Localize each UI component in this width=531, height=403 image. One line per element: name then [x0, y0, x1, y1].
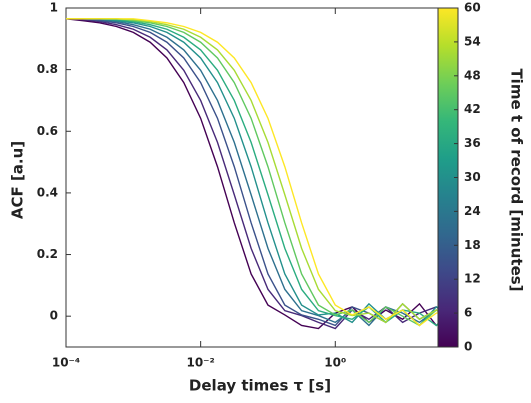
- acf-curve: [66, 18, 454, 327]
- colorbar-tick-label: 18: [464, 238, 481, 252]
- colorbar-label: Time t of record [minutes]: [508, 68, 526, 291]
- acf-curve: [66, 18, 454, 324]
- colorbar-tick-label: 42: [464, 102, 481, 116]
- acf-curve: [66, 18, 454, 327]
- y-tick-label: 0: [50, 309, 58, 323]
- colorbar-tick-label: 30: [464, 170, 481, 184]
- x-tick-label: 10⁻²: [186, 356, 214, 370]
- colorbar-tick-label: 0: [464, 340, 472, 354]
- acf-curve: [66, 18, 454, 330]
- y-tick-label: 1: [50, 1, 58, 15]
- colorbar-tick-label: 54: [464, 34, 481, 48]
- x-tick-label: 10⁰: [324, 356, 346, 370]
- y-axis-label: ACF [a.u]: [9, 141, 27, 219]
- acf-curve: [66, 18, 454, 330]
- colorbar-tick-label: 12: [464, 272, 481, 286]
- y-tick-label: 0.8: [37, 62, 58, 76]
- x-axis-label: Delay times τ [s]: [189, 377, 331, 395]
- colorbar-tick-label: 36: [464, 136, 481, 150]
- colorbar-tick-label: 48: [464, 68, 481, 82]
- acf-curve: [66, 18, 454, 327]
- plot-frame: [65, 7, 456, 348]
- colorbar-tick-label: 24: [464, 204, 481, 218]
- y-tick-label: 0.4: [37, 185, 58, 199]
- x-tick-label: 10⁻⁴: [52, 356, 80, 370]
- acf-curve: [66, 18, 454, 327]
- y-tick-label: 0.2: [37, 247, 58, 261]
- y-tick-label: 0.6: [37, 124, 58, 138]
- acf-curve: [66, 18, 454, 327]
- acf-curve: [66, 18, 454, 327]
- colorbar-tick-label: 60: [464, 1, 481, 15]
- colorbar-tick-label: 6: [464, 306, 472, 320]
